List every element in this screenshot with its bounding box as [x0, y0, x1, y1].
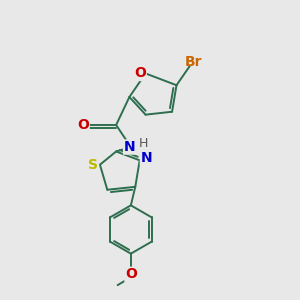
Text: O: O: [77, 118, 89, 132]
Text: H: H: [139, 137, 148, 150]
Text: N: N: [140, 151, 152, 165]
Text: Br: Br: [184, 55, 202, 69]
Text: N: N: [124, 140, 135, 154]
Text: O: O: [125, 267, 137, 281]
Text: S: S: [88, 158, 98, 172]
Text: O: O: [134, 66, 146, 80]
